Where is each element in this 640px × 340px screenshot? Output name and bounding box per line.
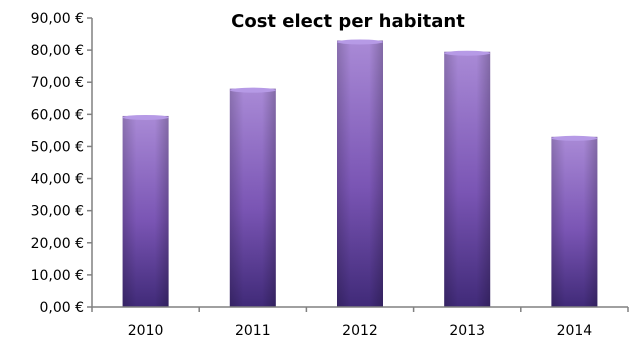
bar-shade: [122, 115, 169, 307]
bar-2012: [337, 39, 383, 307]
bar-2013: [444, 50, 491, 307]
chart-title: Cost elect per habitant: [231, 11, 465, 32]
x-tick-label: 2013: [449, 323, 485, 339]
bar-shade: [551, 136, 598, 307]
y-tick-label: 70,00 €: [31, 75, 84, 91]
x-tick-label: 2010: [128, 323, 164, 339]
y-tick-label: 50,00 €: [31, 139, 84, 155]
bars-layer: [122, 39, 598, 308]
y-tick-label: 10,00 €: [31, 268, 84, 284]
bar-2010: [122, 114, 169, 307]
y-tick-label: 90,00 €: [31, 11, 84, 27]
y-tick-label: 30,00 €: [31, 204, 84, 220]
bar-cap: [229, 87, 276, 93]
bar-shade: [229, 88, 276, 308]
x-tick-label: 2011: [235, 323, 271, 339]
x-tick-label: 2012: [342, 323, 378, 339]
tick-labels-layer: 0,00 € 10,00 € 20,00 € 30,00 € 40,00 € 50,00 …: [31, 11, 593, 339]
bar-shade: [337, 40, 383, 307]
y-tick-label: 80,00 €: [31, 43, 84, 59]
x-tick-label: 2014: [557, 323, 593, 339]
y-tick-label: 60,00 €: [31, 107, 84, 123]
bar-cap: [122, 114, 169, 120]
y-tick-label: 20,00 €: [31, 236, 84, 252]
y-tick-label: 40,00 €: [31, 172, 84, 188]
bar-cap: [444, 50, 491, 56]
y-tick-label: 0,00 €: [39, 300, 84, 316]
bar-cap: [337, 39, 383, 45]
bar-cap: [551, 135, 598, 141]
bar-2011: [229, 87, 276, 308]
bar-shade: [444, 51, 491, 307]
bar-2014: [551, 135, 598, 307]
axes-layer: [87, 17, 629, 312]
